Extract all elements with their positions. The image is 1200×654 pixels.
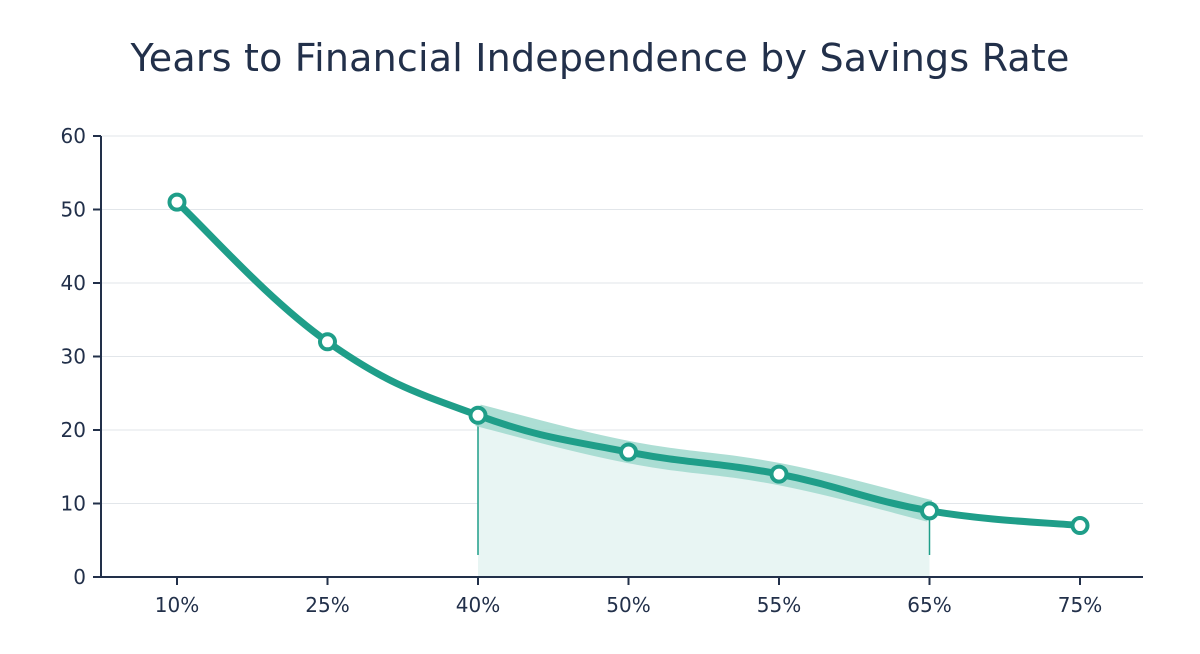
x-tick-label: 25% — [305, 593, 349, 617]
y-tick-label: 30 — [61, 345, 86, 369]
y-tick-label: 10 — [61, 492, 86, 516]
data-point-25pct — [318, 332, 337, 352]
data-point-50pct — [619, 442, 638, 462]
x-tick-label: 10% — [155, 593, 199, 617]
y-tick-label: 60 — [61, 124, 86, 148]
x-tick-label: 55% — [757, 593, 801, 617]
x-tick-label: 50% — [606, 593, 650, 617]
data-point-40pct — [468, 405, 488, 425]
y-tick-label: 50 — [61, 198, 86, 222]
y-tick-label: 20 — [61, 418, 86, 442]
highlight-area — [478, 415, 930, 577]
x-tick-label: 75% — [1058, 593, 1102, 617]
data-point-10pct — [167, 192, 187, 212]
x-tick-label: 65% — [907, 593, 951, 617]
x-tick-label: 40% — [456, 593, 500, 617]
data-point-55pct — [769, 464, 789, 484]
data-point-75pct — [1070, 516, 1090, 536]
data-point-65pct — [920, 501, 939, 521]
y-tick-label: 0 — [73, 565, 86, 589]
chart-title: Years to Financial Independence by Savin… — [130, 36, 1070, 80]
y-tick-label: 40 — [61, 271, 86, 295]
